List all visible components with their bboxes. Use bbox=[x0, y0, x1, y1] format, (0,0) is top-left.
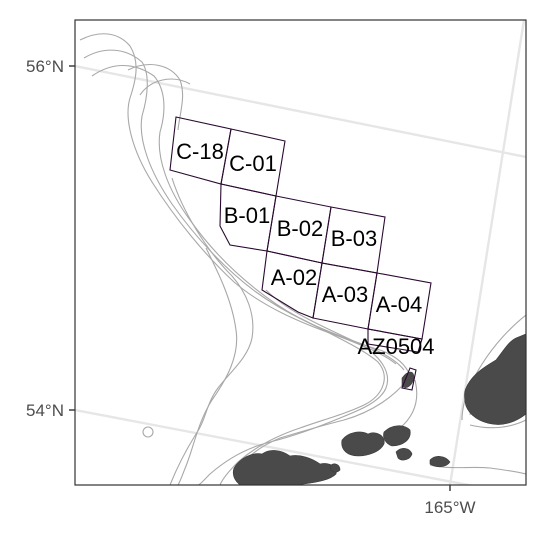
contour-line-5 bbox=[139, 78, 191, 96]
contour-line-9 bbox=[219, 317, 385, 485]
contour-line-10 bbox=[235, 375, 411, 471]
grid-cell-az0504[interactable] bbox=[367, 328, 423, 353]
map-panel-background bbox=[75, 20, 526, 485]
land-island-small-1 bbox=[383, 425, 411, 447]
lat-label-56n: 56°N bbox=[26, 57, 64, 76]
grid-label-c-01: C-01 bbox=[229, 151, 277, 176]
contour-line-3 bbox=[91, 65, 411, 377]
contour-line-6 bbox=[169, 177, 254, 485]
land-island-small-2 bbox=[395, 448, 413, 461]
grid-label-a-04: A-04 bbox=[376, 292, 422, 317]
land-island-east bbox=[464, 333, 526, 425]
contour-line-11 bbox=[399, 379, 418, 429]
grid-cell-b-01[interactable] bbox=[219, 183, 277, 252]
grid-cell-labels: C-18 C-01 B-01 B-02 B-03 A-02 A-03 A-04 … bbox=[176, 139, 434, 359]
grid-cell-az0504-fragment[interactable] bbox=[401, 367, 417, 391]
contour-line-7 bbox=[177, 247, 238, 485]
graticule bbox=[75, 20, 526, 485]
grid-label-a-03: A-03 bbox=[322, 282, 368, 307]
lon-label-165w: 165°W bbox=[424, 498, 475, 517]
graticule-line-56n bbox=[75, 64, 526, 159]
grid-label-c-18: C-18 bbox=[176, 139, 224, 164]
graticule-line-165w bbox=[448, 20, 526, 485]
contour-line-14 bbox=[469, 419, 526, 429]
land-island-small-3 bbox=[429, 456, 451, 468]
land-island-small-5 bbox=[329, 463, 341, 473]
survey-grid bbox=[169, 116, 432, 391]
grid-label-b-01: B-01 bbox=[224, 203, 270, 228]
land-masses bbox=[232, 333, 526, 485]
grid-label-a-02: A-02 bbox=[271, 265, 317, 290]
contour-line-13 bbox=[461, 314, 526, 421]
grid-label-b-02: B-02 bbox=[277, 216, 323, 241]
grid-label-b-03: B-03 bbox=[331, 226, 377, 251]
lat-label-54n: 54°N bbox=[26, 401, 64, 420]
grid-label-az0504: AZ0504 bbox=[357, 334, 434, 359]
seamount-contour bbox=[142, 426, 154, 438]
contour-line-8 bbox=[197, 289, 388, 485]
land-island-southwest bbox=[232, 450, 337, 485]
contour-line-15 bbox=[429, 464, 526, 475]
land-island-central bbox=[341, 431, 385, 457]
grid-cell-a-02[interactable] bbox=[261, 250, 323, 319]
bathymetry-contours bbox=[79, 33, 526, 485]
map-panel-border bbox=[74, 19, 527, 486]
